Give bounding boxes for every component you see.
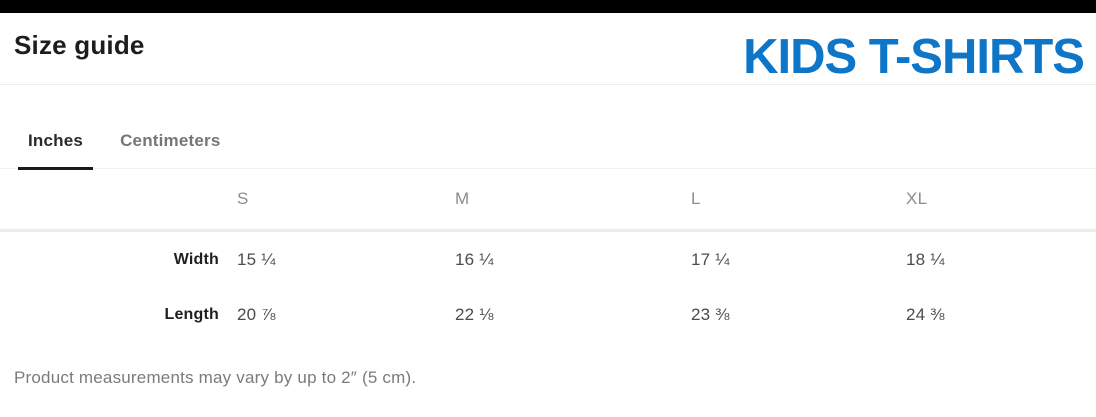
header: Size guide KIDS T-SHIRTS bbox=[0, 13, 1096, 85]
tab-inches[interactable]: Inches bbox=[18, 131, 94, 170]
page-title: Size guide bbox=[14, 30, 145, 60]
collection-banner: KIDS T-SHIRTS bbox=[743, 30, 1085, 84]
size-cell-length-m: 22 ⅛ bbox=[455, 304, 494, 324]
table-row-length: Length 20 ⅞ 22 ⅛ 23 ⅜ 24 ⅜ bbox=[0, 287, 1096, 342]
size-table-header-row: S M L XL bbox=[0, 169, 1096, 232]
row-label-length: Length bbox=[164, 305, 219, 323]
top-black-bar bbox=[0, 0, 1096, 13]
column-header-xl: XL bbox=[891, 169, 1096, 232]
unit-tabs: Inches Centimeters bbox=[0, 85, 1096, 170]
size-cell-length-xl: 24 ⅜ bbox=[906, 304, 945, 324]
row-label-width: Width bbox=[173, 250, 219, 268]
column-header-m: M bbox=[440, 169, 676, 232]
size-table: S M L XL Width 15 ¼ 16 ¼ 17 ¼ 18 ¼ Lengt… bbox=[0, 169, 1096, 342]
measurement-note: Product measurements may vary by up to 2… bbox=[14, 368, 417, 387]
column-header-l: L bbox=[676, 169, 891, 232]
size-cell-width-m: 16 ¼ bbox=[455, 249, 494, 269]
table-row-width: Width 15 ¼ 16 ¼ 17 ¼ 18 ¼ bbox=[0, 231, 1096, 288]
size-cell-length-l: 23 ⅜ bbox=[691, 304, 730, 324]
column-header-s: S bbox=[222, 169, 440, 232]
size-cell-width-s: 15 ¼ bbox=[237, 249, 276, 269]
size-cell-width-l: 17 ¼ bbox=[691, 249, 730, 269]
column-header-empty bbox=[0, 169, 222, 232]
size-cell-length-s: 20 ⅞ bbox=[237, 304, 276, 324]
size-cell-width-xl: 18 ¼ bbox=[906, 249, 945, 269]
tab-centimeters[interactable]: Centimeters bbox=[120, 131, 221, 150]
